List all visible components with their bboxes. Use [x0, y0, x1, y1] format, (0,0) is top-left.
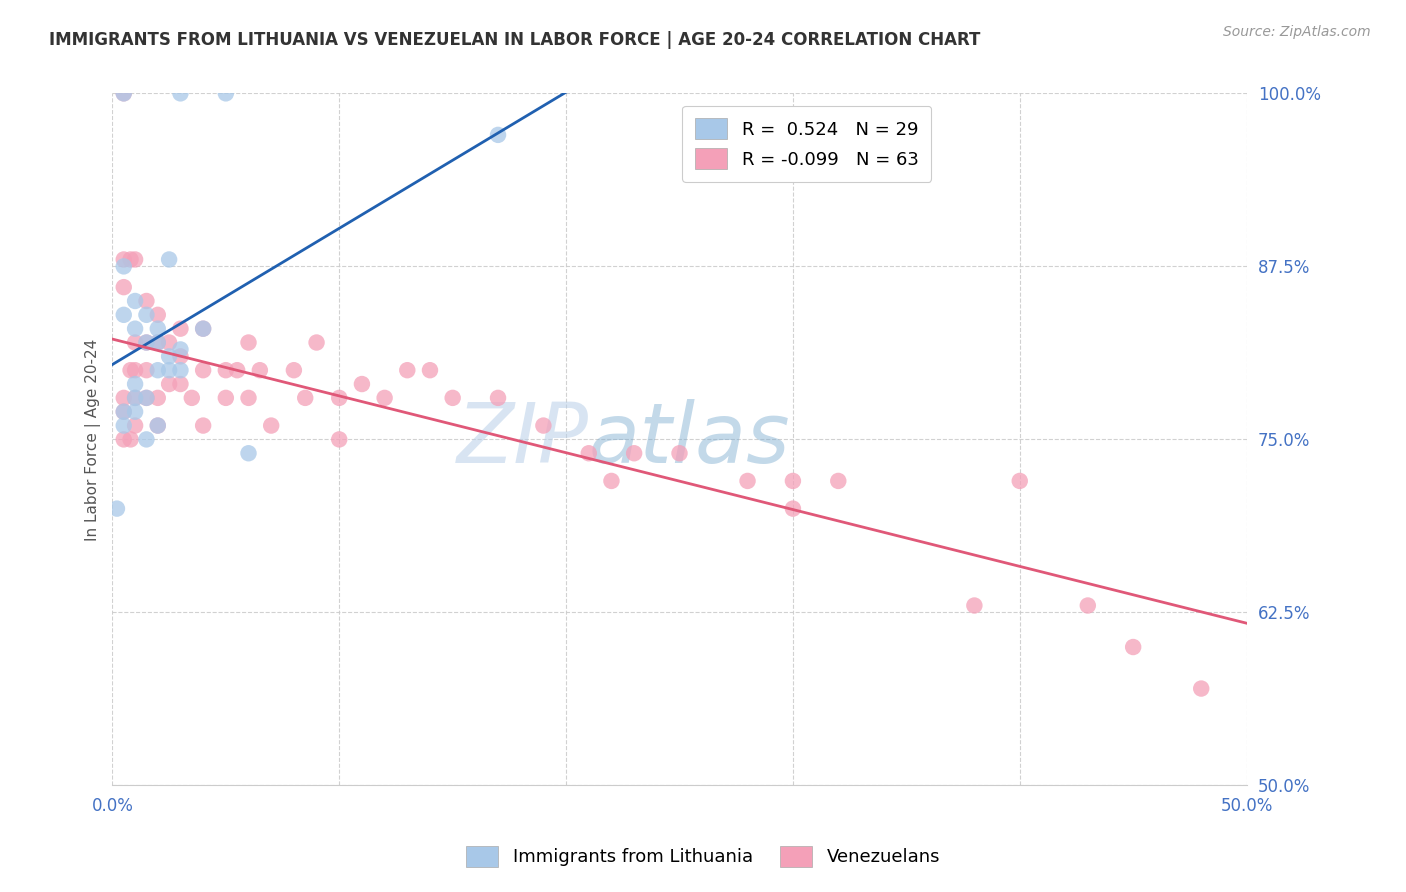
Point — [1008, 474, 1031, 488]
Point — [238, 335, 260, 350]
Point — [112, 391, 135, 405]
Point — [1077, 599, 1099, 613]
Point — [124, 293, 146, 308]
Point — [112, 308, 135, 322]
Point — [146, 418, 169, 433]
Point — [238, 391, 260, 405]
Point — [215, 87, 238, 101]
Point — [486, 128, 509, 142]
Point — [120, 252, 142, 267]
Point — [135, 335, 157, 350]
Legend: R =  0.524   N = 29, R = -0.099   N = 63: R = 0.524 N = 29, R = -0.099 N = 63 — [682, 106, 931, 182]
Point — [531, 418, 554, 433]
Point — [135, 363, 157, 377]
Point — [124, 321, 146, 335]
Point — [146, 335, 169, 350]
Point — [600, 474, 623, 488]
Text: atlas: atlas — [589, 399, 790, 480]
Legend: Immigrants from Lithuania, Venezuelans: Immigrants from Lithuania, Venezuelans — [457, 837, 949, 876]
Point — [135, 391, 157, 405]
Point — [112, 87, 135, 101]
Point — [120, 433, 142, 447]
Point — [120, 363, 142, 377]
Point — [169, 363, 191, 377]
Point — [374, 391, 396, 405]
Point — [135, 335, 157, 350]
Point — [238, 446, 260, 460]
Point — [112, 87, 135, 101]
Text: Source: ZipAtlas.com: Source: ZipAtlas.com — [1223, 25, 1371, 39]
Point — [260, 418, 283, 433]
Point — [135, 433, 157, 447]
Y-axis label: In Labor Force | Age 20-24: In Labor Force | Age 20-24 — [86, 338, 101, 541]
Text: IMMIGRANTS FROM LITHUANIA VS VENEZUELAN IN LABOR FORCE | AGE 20-24 CORRELATION C: IMMIGRANTS FROM LITHUANIA VS VENEZUELAN … — [49, 31, 980, 49]
Point — [963, 599, 986, 613]
Point — [157, 363, 180, 377]
Point — [180, 391, 202, 405]
Point — [105, 501, 128, 516]
Point — [124, 391, 146, 405]
Point — [1122, 640, 1144, 654]
Point — [124, 391, 146, 405]
Point — [396, 363, 419, 377]
Point — [782, 474, 804, 488]
Point — [112, 260, 135, 274]
Point — [124, 418, 146, 433]
Point — [112, 280, 135, 294]
Point — [157, 349, 180, 363]
Point — [737, 474, 759, 488]
Point — [668, 446, 690, 460]
Point — [169, 349, 191, 363]
Point — [146, 308, 169, 322]
Point — [827, 474, 849, 488]
Point — [226, 363, 249, 377]
Point — [419, 363, 441, 377]
Point — [157, 335, 180, 350]
Point — [441, 391, 464, 405]
Point — [112, 433, 135, 447]
Text: ZIP: ZIP — [457, 399, 589, 480]
Point — [283, 363, 305, 377]
Point — [169, 87, 191, 101]
Point — [157, 252, 180, 267]
Point — [191, 418, 214, 433]
Point — [1189, 681, 1212, 696]
Point — [305, 335, 328, 350]
Point — [124, 252, 146, 267]
Point — [146, 418, 169, 433]
Point — [112, 252, 135, 267]
Point — [623, 446, 645, 460]
Point — [124, 405, 146, 419]
Point — [157, 377, 180, 392]
Point — [135, 308, 157, 322]
Point — [146, 321, 169, 335]
Point — [135, 293, 157, 308]
Point — [146, 363, 169, 377]
Point — [191, 321, 214, 335]
Point — [135, 391, 157, 405]
Point — [169, 343, 191, 357]
Point — [782, 501, 804, 516]
Point — [124, 335, 146, 350]
Point — [124, 377, 146, 392]
Point — [578, 446, 600, 460]
Point — [191, 363, 214, 377]
Point — [191, 321, 214, 335]
Point — [112, 405, 135, 419]
Point — [215, 391, 238, 405]
Point — [350, 377, 373, 392]
Point — [124, 363, 146, 377]
Point — [215, 363, 238, 377]
Point — [169, 321, 191, 335]
Point — [146, 391, 169, 405]
Point — [249, 363, 271, 377]
Point — [169, 377, 191, 392]
Point — [486, 391, 509, 405]
Point — [146, 335, 169, 350]
Point — [328, 391, 350, 405]
Point — [328, 433, 350, 447]
Point — [294, 391, 316, 405]
Point — [112, 405, 135, 419]
Point — [112, 418, 135, 433]
